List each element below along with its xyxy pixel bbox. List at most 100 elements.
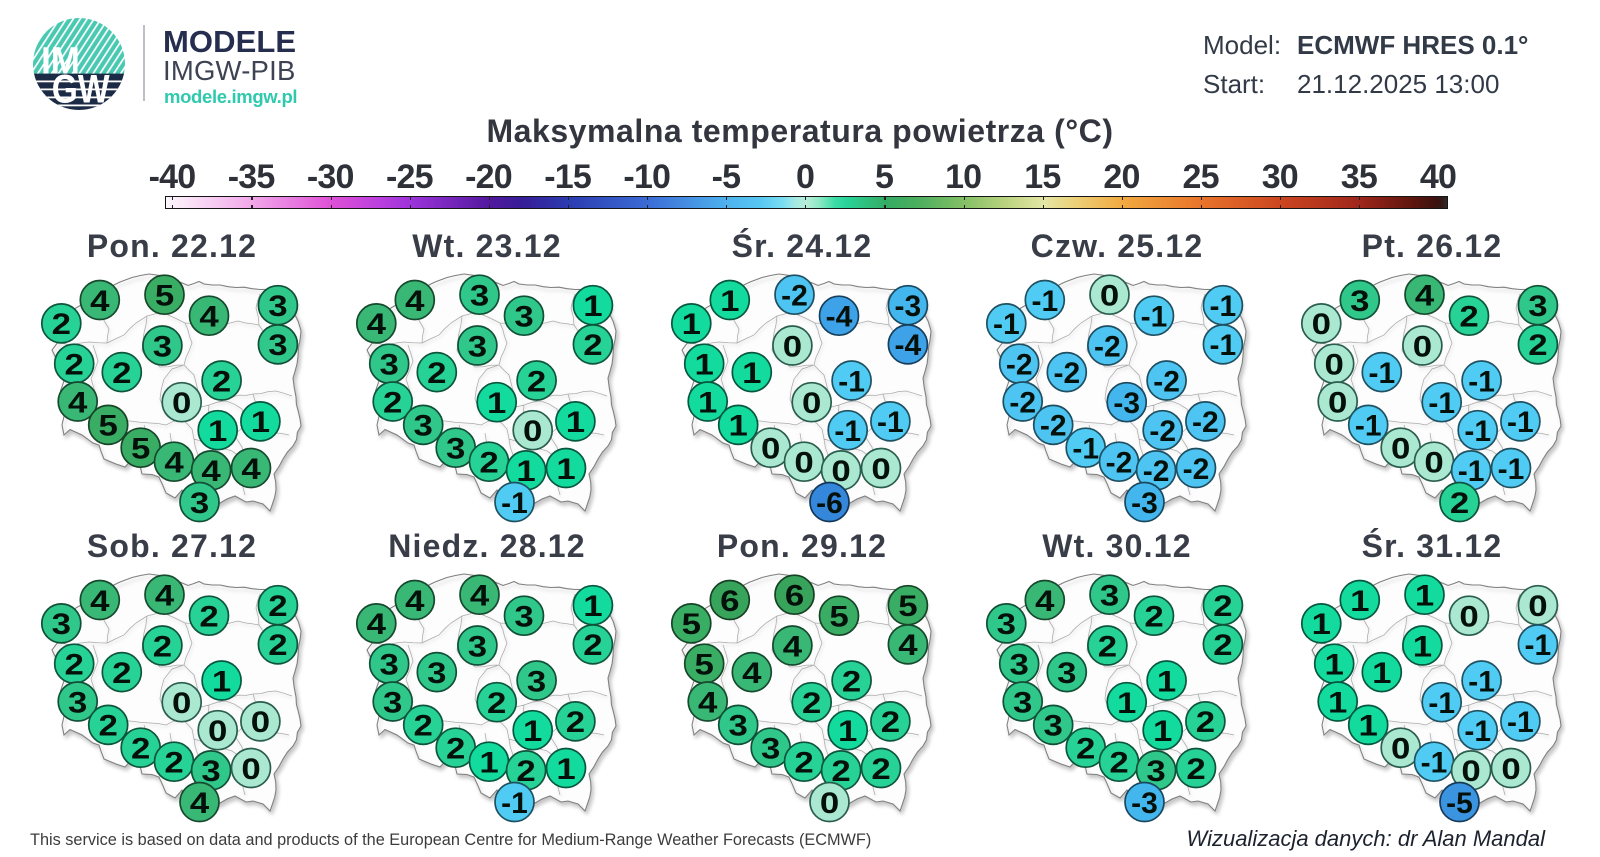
svg-text:2: 2	[153, 630, 172, 663]
svg-text:0: 0	[794, 446, 813, 479]
svg-text:3: 3	[514, 300, 533, 333]
svg-text:3: 3	[201, 754, 220, 787]
svg-text:0: 0	[1312, 307, 1331, 340]
svg-text:-3: -3	[1113, 387, 1140, 420]
svg-text:-1: -1	[1031, 285, 1058, 318]
svg-text:-1: -1	[1498, 453, 1525, 486]
svg-text:2: 2	[794, 746, 813, 779]
svg-text:-1: -1	[1464, 715, 1491, 748]
svg-text:5: 5	[829, 600, 848, 633]
svg-text:0: 0	[1391, 432, 1410, 465]
svg-text:4: 4	[90, 584, 109, 617]
svg-text:-1: -1	[1368, 357, 1395, 390]
svg-text:4: 4	[742, 656, 761, 689]
svg-text:0: 0	[523, 414, 542, 447]
svg-text:2: 2	[164, 746, 183, 779]
svg-text:0: 0	[761, 432, 780, 465]
svg-text:3: 3	[997, 607, 1016, 640]
svg-text:3: 3	[427, 656, 446, 689]
svg-text:2: 2	[65, 648, 84, 681]
svg-text:1: 1	[698, 386, 717, 419]
svg-text:1: 1	[1413, 630, 1432, 663]
svg-text:-1: -1	[1210, 290, 1237, 323]
svg-text:2: 2	[112, 356, 131, 389]
svg-text:0: 0	[241, 752, 260, 785]
svg-text:1: 1	[729, 409, 748, 442]
svg-text:-1: -1	[1421, 747, 1448, 780]
svg-text:3: 3	[1013, 686, 1032, 719]
svg-text:0: 0	[1328, 386, 1347, 419]
svg-text:-1: -1	[838, 365, 865, 398]
svg-text:1: 1	[1325, 648, 1344, 681]
svg-text:2: 2	[414, 709, 433, 742]
svg-text:3: 3	[414, 409, 433, 442]
svg-text:2: 2	[1213, 589, 1232, 622]
svg-text:0: 0	[1461, 754, 1480, 787]
svg-text:1: 1	[1117, 686, 1136, 719]
svg-text:1: 1	[556, 752, 575, 785]
svg-text:4: 4	[68, 386, 87, 419]
svg-text:5: 5	[131, 432, 150, 465]
svg-text:2: 2	[383, 386, 402, 419]
svg-text:3: 3	[380, 348, 399, 381]
svg-text:-2: -2	[1053, 357, 1080, 390]
svg-text:2: 2	[1459, 300, 1478, 333]
svg-text:-6: -6	[816, 487, 843, 520]
svg-text:2: 2	[1109, 746, 1128, 779]
svg-text:-2: -2	[1183, 453, 1210, 486]
svg-text:-1: -1	[1141, 301, 1168, 334]
svg-text:3: 3	[68, 686, 87, 719]
svg-text:4: 4	[367, 307, 386, 340]
svg-text:1: 1	[516, 454, 535, 487]
svg-text:-2: -2	[1149, 415, 1176, 448]
svg-text:-2: -2	[1192, 406, 1219, 439]
svg-text:3: 3	[514, 600, 533, 633]
svg-text:1: 1	[1415, 579, 1434, 612]
svg-text:5: 5	[99, 409, 118, 442]
svg-text:-3: -3	[895, 290, 922, 323]
svg-text:1: 1	[742, 356, 761, 389]
svg-text:-1: -1	[1468, 665, 1495, 698]
svg-text:-1: -1	[1428, 687, 1455, 720]
svg-text:1: 1	[208, 414, 227, 447]
svg-text:2: 2	[268, 628, 287, 661]
svg-text:3: 3	[153, 330, 172, 363]
svg-text:2: 2	[487, 686, 506, 719]
svg-text:-2: -2	[1094, 330, 1121, 363]
svg-text:2: 2	[112, 656, 131, 689]
svg-text:-1: -1	[501, 787, 528, 820]
svg-text:2: 2	[881, 705, 900, 738]
svg-text:1: 1	[1328, 686, 1347, 719]
svg-text:-1: -1	[1428, 387, 1455, 420]
svg-text:2: 2	[268, 589, 287, 622]
svg-text:0: 0	[1391, 732, 1410, 765]
svg-text:1: 1	[1372, 656, 1391, 689]
svg-text:2: 2	[1098, 630, 1117, 663]
svg-text:-1: -1	[1072, 433, 1099, 466]
svg-text:6: 6	[785, 579, 804, 612]
svg-text:3: 3	[190, 486, 209, 519]
svg-text:1: 1	[695, 348, 714, 381]
svg-text:1: 1	[682, 307, 701, 340]
svg-text:1: 1	[838, 714, 857, 747]
svg-text:-2: -2	[1006, 349, 1033, 382]
svg-text:2: 2	[1213, 628, 1232, 661]
svg-text:2: 2	[871, 752, 890, 785]
svg-text:3: 3	[268, 328, 287, 361]
svg-text:2: 2	[516, 754, 535, 787]
svg-text:-1: -1	[1507, 406, 1534, 439]
svg-text:-3: -3	[1131, 787, 1158, 820]
svg-text:3: 3	[1350, 284, 1369, 317]
svg-text:-2: -2	[1153, 365, 1180, 398]
svg-text:1: 1	[583, 589, 602, 622]
svg-text:3: 3	[383, 686, 402, 719]
svg-text:3: 3	[470, 279, 489, 312]
svg-text:1: 1	[251, 405, 270, 438]
svg-text:-1: -1	[1464, 415, 1491, 448]
svg-text:2: 2	[427, 356, 446, 389]
svg-text:0: 0	[1501, 752, 1520, 785]
svg-text:1: 1	[523, 714, 542, 747]
svg-text:0: 0	[1413, 330, 1432, 363]
svg-text:-1: -1	[993, 308, 1020, 341]
svg-text:4: 4	[405, 284, 424, 317]
